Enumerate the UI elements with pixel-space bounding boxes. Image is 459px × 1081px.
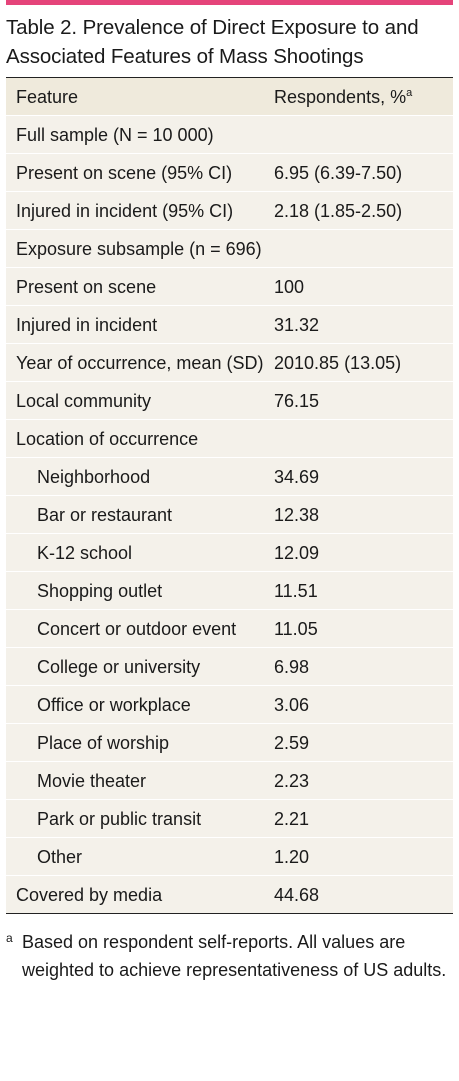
footnote-ref: a bbox=[406, 87, 413, 99]
table-row: Location of occurrence bbox=[6, 420, 453, 458]
section-exposure-subsample: Exposure subsample (n = 696) bbox=[6, 230, 453, 268]
table-footnote: a Based on respondent self-reports. All … bbox=[6, 928, 453, 984]
table-row: Injured in incident (95% CI) 2.18 (1.85-… bbox=[6, 192, 453, 230]
table-row: Neighborhood 34.69 bbox=[6, 458, 453, 496]
table-row: College or university 6.98 bbox=[6, 648, 453, 686]
footnote-mark: a bbox=[6, 931, 13, 945]
data-table: Feature Respondents, %a Full sample (N =… bbox=[6, 77, 453, 914]
table-row: Covered by media 44.68 bbox=[16, 885, 320, 905]
table-title: Table 2. Prevalence of Direct Exposure t… bbox=[6, 16, 419, 68]
section-full-sample: Full sample (N = 10 000) bbox=[6, 116, 453, 154]
table-row: Present on scene 100 bbox=[6, 268, 453, 306]
table-row: Year of occurrence, mean (SD) 2010.85 (1… bbox=[6, 344, 453, 382]
table-row: Bar or restaurant 12.38 bbox=[6, 496, 453, 534]
header-feature: Feature bbox=[16, 87, 79, 107]
section-label: Full sample (N = 10 000) bbox=[16, 125, 214, 145]
table-header-row: Feature Respondents, %a bbox=[6, 78, 453, 116]
section-label: Exposure subsample (n = 696) bbox=[16, 239, 262, 259]
table-row: Concert or outdoor event 11.05 bbox=[6, 610, 453, 648]
table-row: Present on scene (95% CI) 6.95 (6.39-7.5… bbox=[6, 154, 453, 192]
table-row: Shopping outlet 11.51 bbox=[6, 572, 453, 610]
table-row: K-12 school 12.09 bbox=[6, 534, 453, 572]
table-row: Other 1.20 bbox=[6, 838, 453, 876]
accent-bar bbox=[6, 0, 453, 5]
header-respondents: Respondents, %a bbox=[274, 87, 413, 107]
table-row: Injured in incident 31.32 bbox=[6, 306, 453, 344]
table-row: Place of worship 2.59 bbox=[6, 724, 453, 762]
table-row: Office or workplace 3.06 bbox=[6, 686, 453, 724]
table-row: Local community 76.15 bbox=[6, 382, 453, 420]
table-row: Park or public transit 2.21 bbox=[6, 800, 453, 838]
footnote-text: Based on respondent self-reports. All va… bbox=[22, 932, 447, 980]
table-row: Movie theater 2.23 bbox=[6, 762, 453, 800]
